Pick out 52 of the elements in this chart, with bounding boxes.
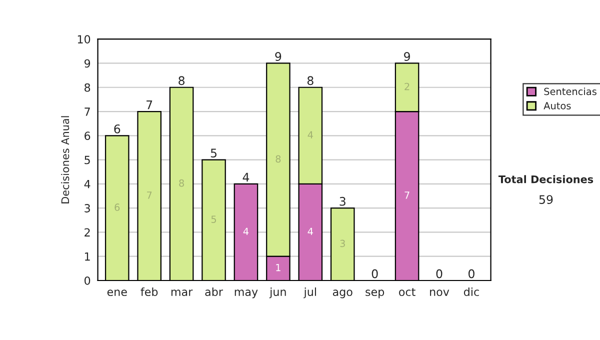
data-label: 5 bbox=[211, 216, 216, 223]
x-tick-label: sep bbox=[366, 290, 384, 298]
total-label: 6 bbox=[114, 124, 120, 134]
y-tick-label: 1 bbox=[85, 252, 90, 261]
y-tick-label: 3 bbox=[84, 204, 90, 212]
y-tick-label: 10 bbox=[78, 35, 90, 44]
data-label: 8 bbox=[179, 179, 184, 187]
total-label: 0 bbox=[468, 269, 474, 278]
x-tick-label: abr bbox=[205, 287, 223, 296]
data-label: 4 bbox=[308, 228, 313, 235]
y-tick-label: 6 bbox=[84, 132, 90, 140]
y-tick-label: 4 bbox=[84, 180, 90, 188]
x-tick-label: ago bbox=[332, 290, 352, 298]
total-label: 3 bbox=[340, 196, 346, 206]
x-tick-label: dic bbox=[464, 287, 479, 296]
legend-label: Sentencias bbox=[544, 88, 596, 96]
y-tick-label: 7 bbox=[84, 108, 90, 116]
total-label: 0 bbox=[436, 269, 442, 278]
y-axis-title: Decisiones Anual bbox=[61, 116, 70, 204]
total-label: 0 bbox=[372, 269, 378, 278]
x-tick-label: jun bbox=[269, 287, 286, 298]
text: 59 bbox=[539, 195, 553, 204]
total-label: 7 bbox=[146, 100, 152, 110]
legend-label: Autos bbox=[544, 102, 571, 110]
data-label: 2 bbox=[404, 82, 410, 90]
total-label: 4 bbox=[242, 172, 250, 182]
x-tick-label: nov bbox=[430, 290, 450, 296]
data-label: 7 bbox=[147, 192, 152, 199]
total-label: 8 bbox=[178, 76, 184, 86]
data-label: 1 bbox=[276, 264, 280, 272]
y-tick-label: 9 bbox=[84, 59, 90, 68]
total-label: 5 bbox=[210, 148, 216, 158]
total-label: 9 bbox=[275, 52, 282, 61]
x-tick-label: feb bbox=[140, 287, 158, 296]
data-label: 4 bbox=[243, 228, 249, 235]
x-tick-label: may bbox=[234, 290, 258, 298]
data-label: 8 bbox=[276, 155, 281, 163]
y-tick-label: 2 bbox=[84, 228, 90, 236]
data-label: 3 bbox=[340, 240, 345, 248]
x-tick-label: oct bbox=[399, 288, 416, 296]
data-label: 6 bbox=[114, 204, 120, 211]
y-tick-label: 5 bbox=[84, 156, 90, 164]
x-tick-label: jul bbox=[304, 287, 316, 298]
y-tick-label: 8 bbox=[84, 83, 90, 92]
data-label: 7 bbox=[404, 192, 410, 199]
x-tick-label: mar bbox=[171, 290, 193, 296]
total-label: 8 bbox=[307, 76, 314, 86]
y-tick-label: 0 bbox=[84, 276, 90, 285]
x-tick-label: ene bbox=[107, 290, 127, 296]
text: Total Decisiones bbox=[498, 175, 594, 184]
total-label: 9 bbox=[404, 52, 410, 61]
data-label: 4 bbox=[308, 131, 313, 138]
